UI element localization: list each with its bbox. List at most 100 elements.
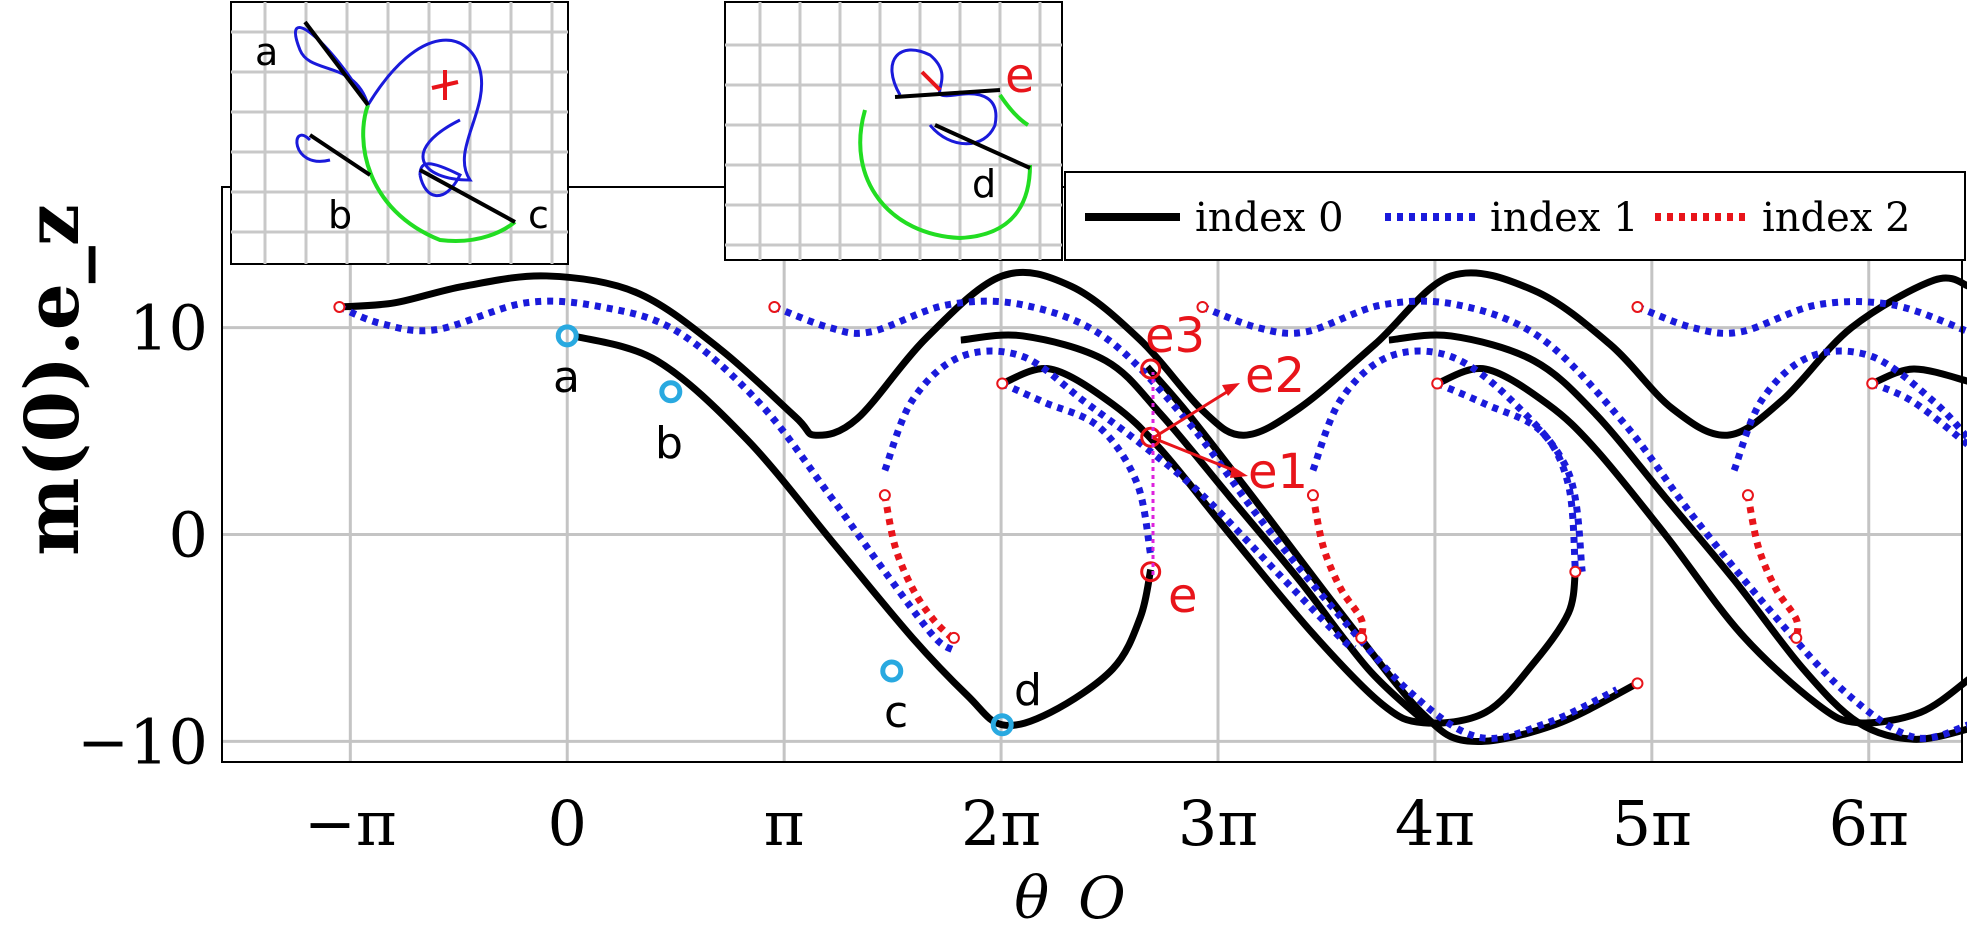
endpoint-marker-7 xyxy=(878,489,891,502)
plot-frame xyxy=(221,186,1963,763)
y-tick-label-2: −10 xyxy=(77,705,208,778)
inset-2-rod-e xyxy=(894,88,1001,99)
inset-diagram-2: e d xyxy=(724,1,1063,261)
inset-1-green-curve xyxy=(361,104,517,243)
series-layer xyxy=(338,268,1967,746)
inset-2-red-arrow xyxy=(920,70,942,92)
e-point-label-e: e xyxy=(1168,568,1198,624)
e-point-marker-e3 xyxy=(1140,358,1162,380)
series-line-5 xyxy=(1435,365,1967,727)
endpoint-marker-5 xyxy=(1431,377,1444,390)
inset-1-blue-loop-b xyxy=(295,133,331,163)
e-point-marker-e xyxy=(1140,561,1162,583)
series-line-17 xyxy=(1870,380,1967,449)
endpoint-marker-1 xyxy=(768,300,781,313)
series-line-6 xyxy=(1388,331,1967,743)
series-line-15 xyxy=(1435,380,1579,570)
series-line-12 xyxy=(1000,380,1155,556)
series-line-1 xyxy=(573,332,1155,729)
e-point-label-e2: e2 xyxy=(1245,348,1305,404)
series-line-2 xyxy=(1000,365,1579,727)
e2-arrowhead xyxy=(1222,383,1240,396)
e1-arrow xyxy=(1152,436,1239,474)
x-axis-label: θ_O xyxy=(1014,864,1125,928)
point-label-a: a xyxy=(553,352,580,403)
x-tick-label-2: π xyxy=(764,787,805,860)
y-axis-label: m(0).e_z xyxy=(10,204,96,556)
series-line-9 xyxy=(773,297,1619,742)
series-line-10 xyxy=(1201,297,1967,742)
inset-1-blue-loop-c xyxy=(418,162,463,198)
inset-1-rod-a xyxy=(303,20,370,107)
endpoint-marker-9 xyxy=(1741,489,1754,502)
point-label-b: b xyxy=(655,418,683,469)
legend-label-index-0: index 0 xyxy=(1195,195,1344,241)
inset-1-label-a: a xyxy=(255,30,278,74)
series-line-18 xyxy=(881,494,957,643)
inset-1-frame xyxy=(230,1,569,265)
endpoint-marker-11 xyxy=(1355,631,1368,644)
x-tick-label-4: 3π xyxy=(1178,787,1258,860)
x-tick-label-6: 5π xyxy=(1612,787,1692,860)
e1-arrowhead xyxy=(1230,466,1248,478)
e-point-marker-e1 xyxy=(1140,426,1162,448)
inset-1-rod-b xyxy=(308,133,372,177)
endpoint-marker-2 xyxy=(1196,300,1209,313)
endpoint-marker-13 xyxy=(1569,565,1582,578)
x-tick-label-3: 2π xyxy=(961,787,1041,860)
legend: index 0 index 1 index 2 xyxy=(1064,171,1966,261)
x-tick-label-0: −π xyxy=(304,787,397,860)
marker-layer xyxy=(333,300,1879,737)
series-line-7 xyxy=(1870,365,1967,387)
endpoint-marker-10 xyxy=(947,631,960,644)
endpoint-marker-0 xyxy=(333,300,346,313)
series-line-19 xyxy=(1309,494,1367,639)
y-tick-label-1: 0 xyxy=(169,498,208,571)
endpoint-marker-3 xyxy=(1631,300,1644,313)
marked-point-a xyxy=(555,324,579,348)
inset-1-label-b: b xyxy=(328,193,352,237)
endpoint-marker-6 xyxy=(1866,377,1879,390)
inset-1-rod-c xyxy=(419,168,516,224)
e-point-label-e1: e1 xyxy=(1248,444,1308,500)
inset-1-grid xyxy=(231,2,568,264)
endpoint-marker-14 xyxy=(1631,677,1644,690)
e-annotations: e e1 e2 e3 xyxy=(1145,308,1308,624)
axes-box xyxy=(221,186,1963,763)
point-label-c: c xyxy=(884,687,908,738)
x-tick-label-7: 6π xyxy=(1829,787,1909,860)
grid-lines xyxy=(222,187,1962,762)
e2-arrow xyxy=(1152,388,1231,440)
inset-2-grid xyxy=(725,2,1062,260)
endpoint-marker-8 xyxy=(1306,489,1319,502)
legend-box xyxy=(1064,171,1966,261)
series-line-4 xyxy=(960,331,1426,724)
marked-point-b xyxy=(659,380,683,404)
x-tick-label-5: 4π xyxy=(1395,787,1475,860)
legend-label-index-1: index 1 xyxy=(1490,195,1639,241)
series-line-11 xyxy=(1636,298,1967,337)
inset-2-rod-d xyxy=(934,123,1031,170)
endpoint-marker-4 xyxy=(996,377,1009,390)
inset-2-blue-curve xyxy=(890,48,998,146)
series-line-8 xyxy=(338,297,956,654)
inset-1-red-mark-h xyxy=(431,80,459,90)
series-line-3 xyxy=(1144,364,1640,746)
legend-label-index-2: index 2 xyxy=(1762,195,1911,241)
inset-2-label-d: d xyxy=(972,162,996,206)
point-label-d: d xyxy=(1014,665,1042,716)
inset-diagram-1: a b c xyxy=(230,1,569,265)
series-line-0 xyxy=(339,268,1967,439)
x-tick-label-1: 0 xyxy=(548,787,587,860)
inset-2-green-curve xyxy=(858,93,1032,241)
marked-point-c xyxy=(880,659,904,683)
e-point-label-e3: e3 xyxy=(1145,308,1205,364)
series-line-13 xyxy=(881,347,1357,652)
y-tick-label-0: 10 xyxy=(129,292,208,365)
marked-point-d xyxy=(990,713,1014,737)
series-line-20 xyxy=(1744,494,1802,639)
inset-2-label-e: e xyxy=(1005,48,1035,104)
tick-labels: −π 0 π 2π 3π 4π 5π 6π 10 0 −10 xyxy=(77,292,1909,860)
endpoint-marker-12 xyxy=(1790,631,1803,644)
inset-1-label-c: c xyxy=(528,193,549,237)
